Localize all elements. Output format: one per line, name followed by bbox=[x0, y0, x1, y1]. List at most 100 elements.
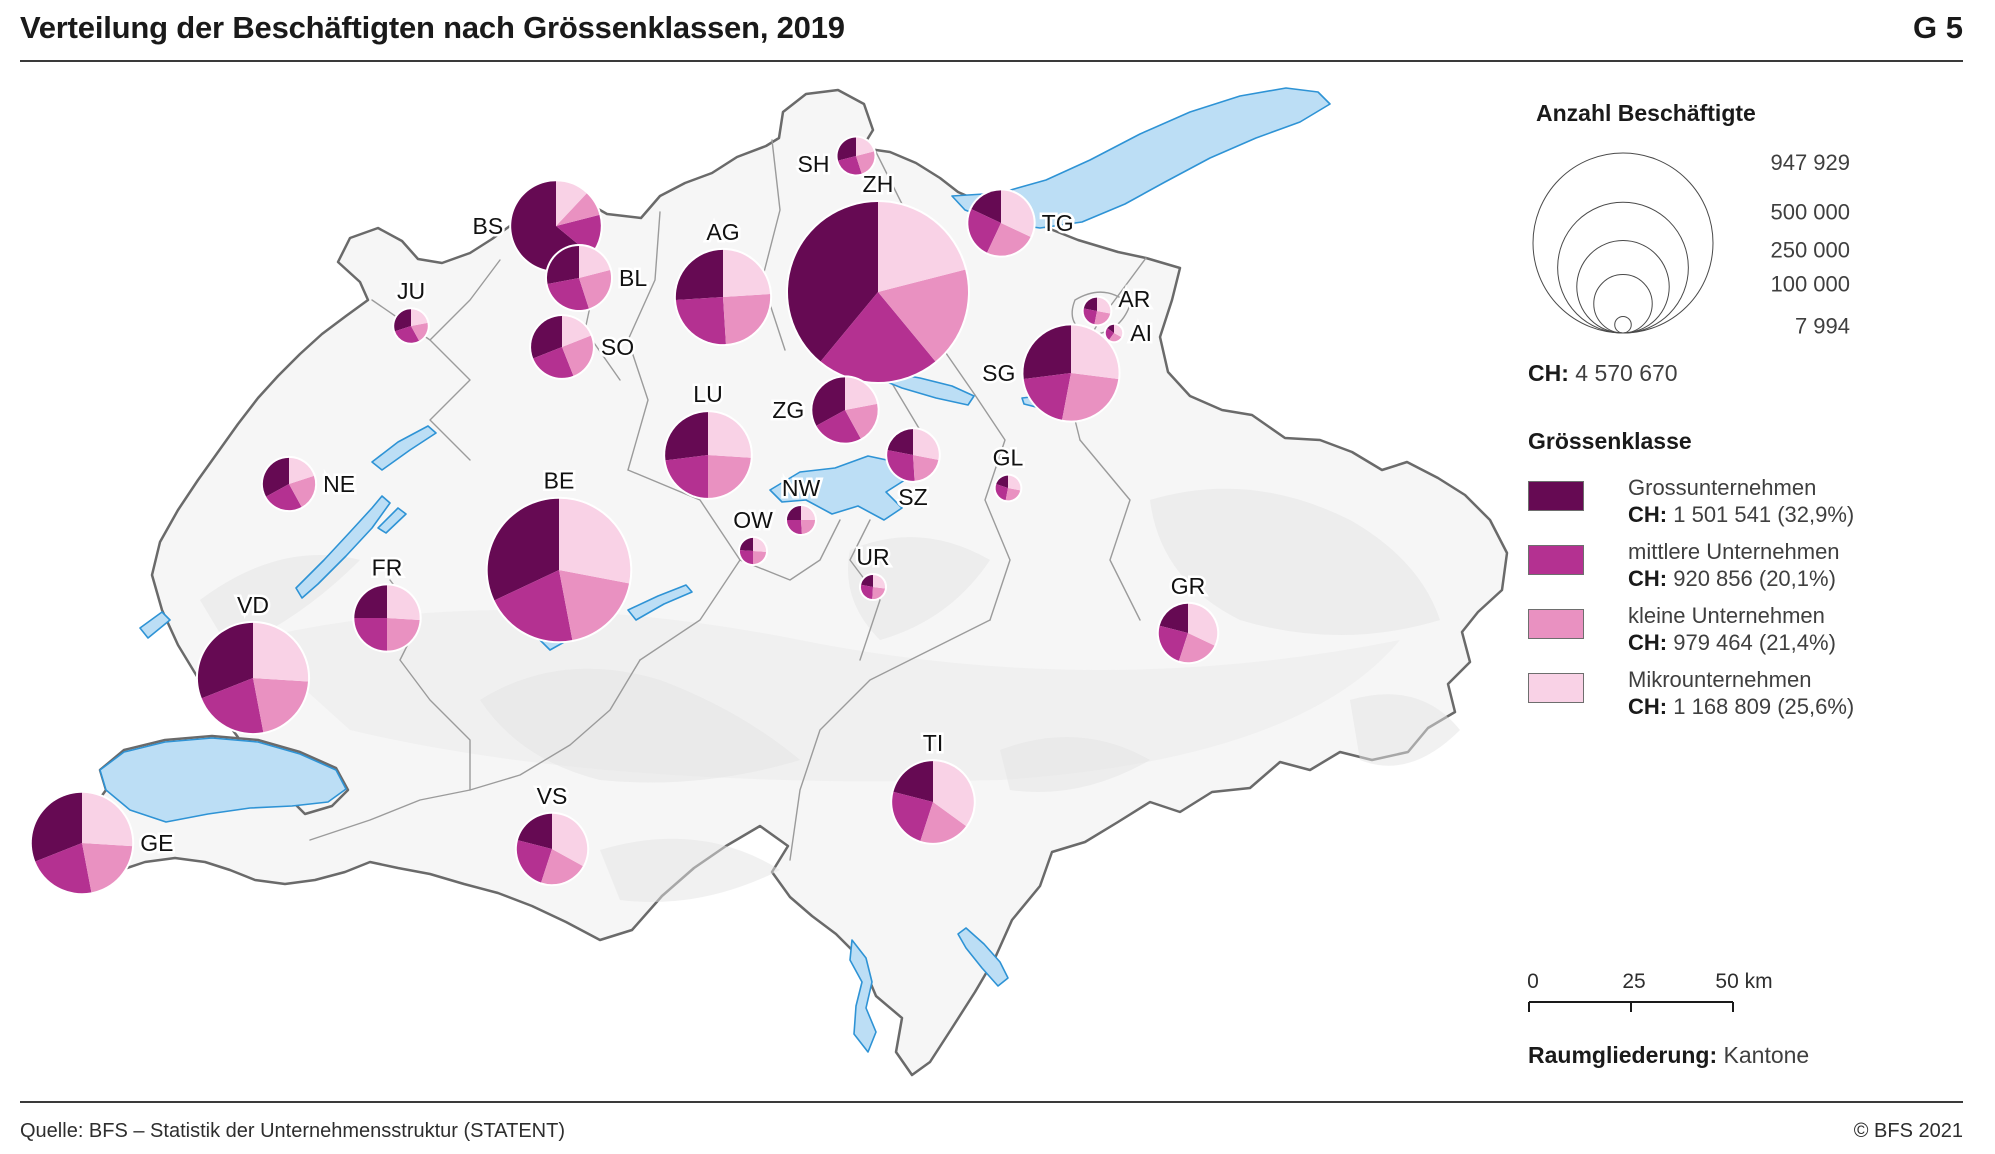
canton-pie-LU bbox=[663, 410, 753, 500]
canton-label-ZH: ZH bbox=[863, 171, 894, 197]
pie-slice-VD-0 bbox=[197, 622, 253, 699]
pie-slice-ZG-0 bbox=[812, 377, 845, 426]
pie-slice-UR-1 bbox=[860, 584, 873, 600]
canton-label-SZ: SZ bbox=[898, 484, 927, 510]
lake-neuchatel bbox=[295, 495, 391, 599]
pie-slice-JU-1 bbox=[395, 326, 420, 343]
legend-swatch-mikrounternehmen bbox=[1528, 673, 1584, 703]
scale-bar: 0 25 50 km bbox=[1528, 970, 1773, 1012]
pie-slice-GR-0 bbox=[1159, 603, 1188, 633]
canton-pie-GE bbox=[29, 790, 135, 896]
pie-slice-SO-0 bbox=[531, 316, 562, 359]
pie-slice-TI-3 bbox=[933, 761, 974, 826]
lake-lucerne bbox=[769, 455, 909, 521]
pie-slice-SO-2 bbox=[562, 335, 593, 376]
size-circle-label-1: 500 000 bbox=[1770, 199, 1850, 224]
canton-pie-BE bbox=[485, 496, 633, 644]
lake-joux bbox=[139, 611, 171, 639]
pie-slice-JU-2 bbox=[411, 322, 428, 341]
pie-slice-BL-0 bbox=[546, 245, 579, 284]
canton-pie-AG bbox=[673, 247, 773, 347]
canton-pie-BL bbox=[544, 243, 614, 313]
region-note-value: Kantone bbox=[1723, 1042, 1810, 1068]
legend-ch-value: 979 464 (21,4%) bbox=[1673, 630, 1836, 655]
pie-slice-FR-3 bbox=[387, 585, 420, 621]
legend-ch-value: 1 501 541 (32,9%) bbox=[1673, 502, 1855, 527]
pie-slice-GR-3 bbox=[1188, 603, 1218, 646]
pie-slice-AI-2 bbox=[1109, 333, 1122, 342]
pie-slice-AR-3 bbox=[1097, 297, 1111, 314]
pie-slice-SZ-1 bbox=[887, 450, 915, 481]
lake-biel bbox=[371, 425, 437, 471]
legend-item-grossunternehmen: Grossunternehmen CH: 1 501 541 (32,9%) bbox=[1528, 474, 1978, 534]
pie-slice-TG-3 bbox=[1001, 190, 1034, 237]
canton-label-TI: TI bbox=[923, 730, 943, 756]
canton-label-GE: GE bbox=[140, 830, 173, 856]
pie-slice-GE-1 bbox=[35, 843, 92, 894]
scale-label-0: 0 bbox=[1528, 970, 1539, 993]
canton-label-VD: VD bbox=[237, 592, 269, 618]
pie-slice-SH-2 bbox=[856, 151, 875, 174]
canton-pies bbox=[29, 135, 1220, 896]
switzerland-map: ZH BE VD GE SG AG BS LU TI VS TG ZG FR BL SO GR NE SZ SH JU… bbox=[29, 87, 1509, 1077]
pie-slice-GE-3 bbox=[82, 792, 133, 847]
pie-slice-UR-2 bbox=[872, 587, 885, 600]
pie-slice-OW-1 bbox=[739, 550, 753, 565]
pie-slice-BL-1 bbox=[547, 278, 589, 311]
pie-slice-AI-0 bbox=[1107, 324, 1114, 333]
canton-pie-TI bbox=[890, 759, 976, 845]
pie-slice-GR-2 bbox=[1178, 633, 1215, 663]
size-circle-label-2: 250 000 bbox=[1770, 238, 1850, 263]
lake-constance bbox=[951, 87, 1331, 229]
size-circle-4 bbox=[1614, 315, 1632, 334]
canton-label-FR: FR bbox=[372, 554, 403, 580]
pie-slice-BE-1 bbox=[494, 570, 573, 642]
canton-pie-TG bbox=[966, 188, 1036, 258]
canton-label-UR: UR bbox=[856, 544, 889, 570]
page-title: Verteilung der Beschäftigten nach Grösse… bbox=[20, 10, 845, 45]
pie-slice-AG-3 bbox=[723, 249, 771, 297]
pie-slice-SH-1 bbox=[838, 156, 862, 175]
pie-slice-VS-3 bbox=[552, 813, 588, 866]
legend-ch-value: 1 168 809 (25,6%) bbox=[1673, 694, 1855, 719]
pie-slice-ZH-2 bbox=[878, 269, 968, 362]
size-circle-1 bbox=[1557, 201, 1689, 334]
pie-slice-GR-1 bbox=[1158, 625, 1188, 661]
pie-slice-BE-2 bbox=[559, 570, 630, 641]
canton-pie-GR bbox=[1156, 601, 1220, 665]
canton-pie-SZ bbox=[885, 427, 941, 483]
scale-label-50: 50 km bbox=[1715, 970, 1772, 993]
legend-swatch-kleine-unternehmen bbox=[1528, 609, 1584, 639]
bottom-rule bbox=[20, 1101, 1963, 1103]
pie-slice-SH-3 bbox=[856, 137, 874, 156]
canton-label-OW: OW bbox=[733, 507, 773, 533]
legend-swatch-grossunternehmen bbox=[1528, 481, 1584, 511]
legend-label: mittlere Unternehmen bbox=[1628, 539, 1840, 564]
top-rule bbox=[20, 60, 1963, 62]
pie-slice-NW-2 bbox=[801, 520, 816, 534]
canton-pie-AR bbox=[1081, 295, 1113, 327]
canton-label-TG: TG bbox=[1042, 210, 1074, 236]
pie-slice-GL-3 bbox=[1008, 475, 1021, 491]
pie-slice-JU-3 bbox=[411, 309, 428, 326]
canton-label-BL: BL bbox=[619, 265, 647, 291]
pie-slice-LU-1 bbox=[665, 455, 708, 498]
legend-ch-prefix: CH: bbox=[1628, 502, 1668, 527]
pie-slice-AI-1 bbox=[1105, 328, 1114, 340]
pie-slice-TG-2 bbox=[987, 223, 1031, 256]
lake-murten bbox=[377, 507, 407, 534]
relief-shading bbox=[200, 488, 1460, 902]
pie-slice-VD-1 bbox=[201, 678, 264, 734]
pie-slice-SG-3 bbox=[1071, 325, 1119, 379]
canton-label-GR: GR bbox=[1171, 573, 1206, 599]
pie-slice-OW-0 bbox=[739, 537, 753, 551]
pie-slice-LU-2 bbox=[708, 455, 751, 498]
canton-pie-SH bbox=[835, 135, 877, 177]
legend-item-mittlere-unternehmen: mittlere Unternehmen CH: 920 856 (20,1%) bbox=[1528, 538, 1978, 598]
pie-slice-NE-0 bbox=[262, 457, 289, 497]
canton-label-BS: BS bbox=[473, 213, 504, 239]
size-circle-label-4: 7 994 bbox=[1795, 313, 1850, 338]
lake-maggiore bbox=[849, 939, 877, 1053]
pie-slice-VS-2 bbox=[541, 849, 583, 885]
pie-slice-ZH-1 bbox=[820, 292, 936, 383]
